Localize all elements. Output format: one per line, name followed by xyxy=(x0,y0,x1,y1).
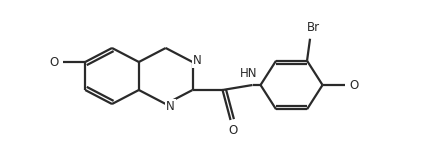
Text: N: N xyxy=(193,53,202,67)
Text: O: O xyxy=(49,55,59,69)
Text: O: O xyxy=(228,124,237,136)
Text: Br: Br xyxy=(307,21,320,34)
Text: HN: HN xyxy=(240,67,257,79)
Text: N: N xyxy=(166,101,175,113)
Text: O: O xyxy=(349,79,358,91)
